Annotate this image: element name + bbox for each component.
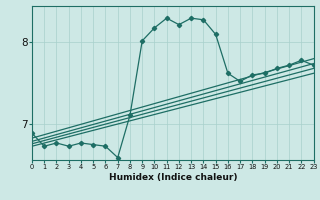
X-axis label: Humidex (Indice chaleur): Humidex (Indice chaleur) xyxy=(108,173,237,182)
